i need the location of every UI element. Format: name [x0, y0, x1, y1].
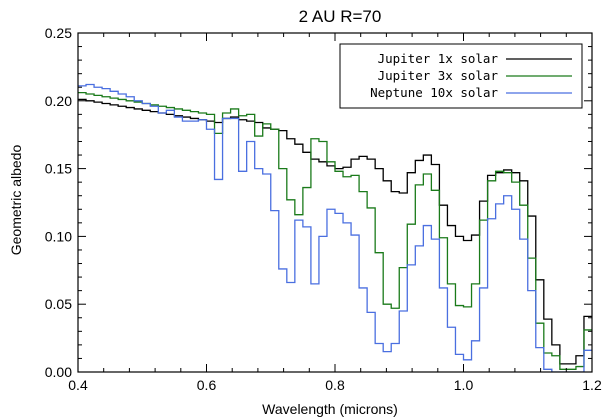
y-tick-label: 0.20 [45, 93, 72, 109]
series-line-jupiter-1x-solar [78, 98, 592, 365]
y-axis-title: Geometric albedo [8, 145, 24, 256]
legend-label-jupiter-1x-solar: Jupiter 1x solar [378, 51, 499, 66]
tick-layer: 0.4 0.6 0.8 1.0 1.2 0.00 0.05 0.10 0.15 0.20 0.25 [45, 25, 602, 393]
x-tick-label: 1.2 [582, 377, 602, 393]
series-line-neptune-10x-solar [78, 83, 592, 372]
legend-label-neptune-10x-solar: Neptune 10x solar [370, 85, 498, 100]
x-tick-label: 0.4 [68, 377, 88, 393]
x-tick-label: 0.6 [197, 377, 217, 393]
x-tick-label: 0.8 [325, 377, 345, 393]
chart-title: 2 AU R=70 [299, 7, 382, 26]
y-tick-label: 0.05 [45, 296, 72, 312]
series-line-jupiter-3x-solar [78, 92, 592, 370]
y-tick-label: 0.10 [45, 228, 72, 244]
x-tick-label: 1.0 [454, 377, 474, 393]
legend-label-jupiter-3x-solar: Jupiter 3x solar [378, 68, 499, 83]
y-tick-label: 0.25 [45, 25, 72, 41]
y-tick-label: 0.15 [45, 161, 72, 177]
x-axis-title: Wavelength (microns) [262, 401, 398, 417]
legend: Jupiter 1x solar Jupiter 3x solar Neptune … [339, 43, 583, 109]
plot-layer [78, 83, 592, 372]
y-tick-label: 0.00 [45, 364, 72, 380]
